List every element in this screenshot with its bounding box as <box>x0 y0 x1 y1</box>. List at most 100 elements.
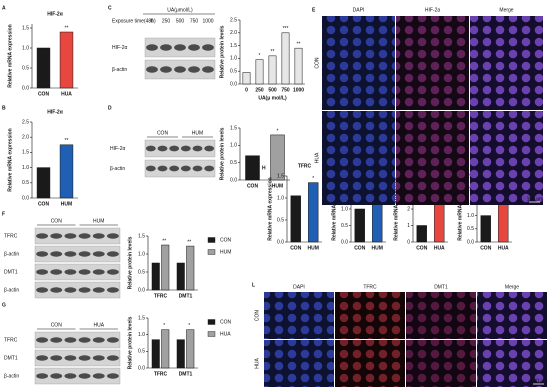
blot-band <box>64 355 77 361</box>
blot-band <box>145 145 156 152</box>
x-tick-label: TFRC <box>154 371 168 377</box>
x-tick-label: HUA <box>61 91 72 97</box>
blot-row-label: HIF-2α <box>110 146 126 152</box>
blot-band <box>78 373 91 379</box>
blot-band <box>36 287 49 293</box>
micrograph <box>335 340 405 387</box>
bar <box>186 245 195 291</box>
y-tick-label: 0.0 <box>341 239 348 245</box>
blot-strip <box>144 139 216 158</box>
blot-band <box>174 44 186 51</box>
x-tick-label: CON <box>38 201 50 207</box>
group-label: CON <box>157 130 169 136</box>
bar <box>270 134 285 181</box>
lane-label: 750 <box>190 18 199 24</box>
y-tick-label: 0.5 <box>467 226 474 232</box>
y-tick-label: 2.0 <box>22 135 29 141</box>
y-tick-label: 0.0 <box>22 195 29 201</box>
blot-band <box>78 251 91 257</box>
legend-swatch <box>207 237 216 243</box>
legend-swatch <box>207 319 216 325</box>
significance: * <box>188 323 190 329</box>
y-tick-label: 1.0 <box>230 143 237 149</box>
x-tick-label: HUM <box>272 183 283 189</box>
image-column-label: DMT1 <box>434 284 448 290</box>
bar <box>242 72 251 85</box>
blot-band <box>36 337 49 343</box>
x-tick-label: HUA <box>434 245 445 251</box>
image-column-label: Merge <box>499 7 513 13</box>
blot-band <box>36 373 49 379</box>
blot-condition: Exposure time(48h) <box>112 18 156 24</box>
blot-band <box>169 165 180 172</box>
y-tick-label: 0.5 <box>341 223 348 229</box>
chart-title: TFRC <box>298 163 312 169</box>
scale-bar-label: 100 μm <box>527 196 544 202</box>
y-tick-label: 0.5 <box>230 69 237 75</box>
blot-row-label: TFRC <box>4 233 18 239</box>
blot-band <box>106 355 119 361</box>
y-axis-label: Relative mRNA expression <box>7 128 13 191</box>
y-tick-label: 1.0 <box>138 251 145 257</box>
y-tick-label: 0.5 <box>138 349 145 355</box>
significance: ** <box>187 239 191 245</box>
blot-band <box>36 233 49 239</box>
micrograph <box>470 111 543 205</box>
blot-band <box>160 44 172 51</box>
bar <box>281 32 290 85</box>
significance: * <box>259 53 261 59</box>
y-axis-label: Relative protein levels <box>219 25 225 78</box>
micrograph <box>470 16 543 110</box>
chart-title: HIF-2α <box>47 11 64 17</box>
blot-strip <box>144 159 216 178</box>
bar <box>59 31 74 89</box>
blot-band <box>50 373 63 379</box>
bar <box>176 262 185 291</box>
blot-strip <box>34 367 121 385</box>
blot-band <box>106 287 119 293</box>
bar <box>480 215 491 243</box>
x-tick-label: CON <box>480 245 492 251</box>
blot-row-label: β-actin <box>4 373 19 379</box>
x-axis-label: UA(μ mol/L) <box>258 95 287 101</box>
image-column-label: Merge <box>505 284 519 290</box>
image-row-label: CON <box>254 310 260 322</box>
panel-label: D <box>108 105 112 111</box>
blot-row-label: β-actin <box>4 287 19 293</box>
blot-band <box>146 66 158 73</box>
micrograph <box>396 16 469 110</box>
bar <box>294 47 303 85</box>
x-tick-label: HUA <box>498 245 509 251</box>
blot-band <box>146 44 158 51</box>
micrograph <box>322 16 395 110</box>
y-tick-label: 0.5 <box>22 180 29 186</box>
micrograph <box>406 340 476 387</box>
y-tick-label: 0 <box>407 239 410 245</box>
panel-label: C <box>108 5 112 11</box>
bar <box>59 144 74 199</box>
y-tick-label: 0.0 <box>138 365 145 371</box>
x-tick-label: 1000 <box>293 87 304 93</box>
x-tick-label: DMT1 <box>179 371 193 377</box>
image-row-label: CON <box>314 57 320 69</box>
blot-row-label: DMT1 <box>4 355 18 361</box>
blot-band <box>36 355 49 361</box>
blot-strip <box>34 349 121 367</box>
blot-row-label: β-actin <box>4 251 19 257</box>
blot-band <box>92 269 105 275</box>
blot-strip <box>34 263 121 281</box>
significance: ** <box>297 41 301 47</box>
image-row-label: HUA <box>254 358 260 369</box>
legend-label: CON <box>220 319 232 325</box>
x-tick-label: TFRC <box>154 293 168 299</box>
bar <box>151 262 160 291</box>
blot-band <box>64 373 77 379</box>
blot-band <box>106 373 119 379</box>
micrograph <box>406 292 476 339</box>
image-row-label: HUA <box>314 152 320 163</box>
x-tick-label: 750 <box>281 87 290 93</box>
legend-label: HUA <box>220 331 231 337</box>
group-label: HUA <box>93 322 104 328</box>
blot-band <box>157 165 168 172</box>
